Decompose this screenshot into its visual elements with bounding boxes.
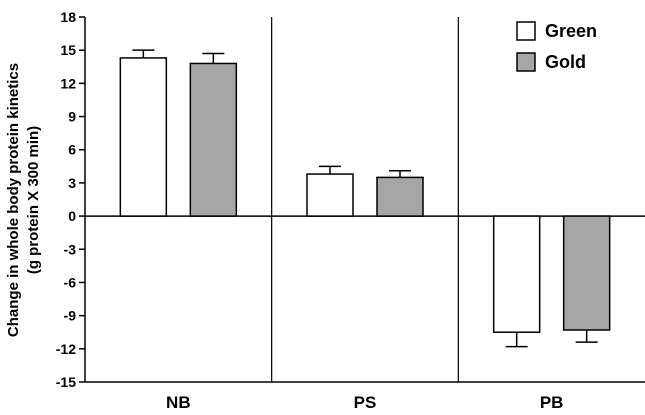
bar-gold-pb — [562, 215, 611, 331]
y-tick-label: 15 — [60, 42, 76, 58]
y-tick-label: -12 — [56, 341, 76, 357]
legend-label-gold: Gold — [545, 52, 586, 72]
y-tick-label: 3 — [68, 175, 76, 191]
legend-swatch-green — [516, 21, 536, 41]
bar-green-nb — [119, 57, 168, 217]
y-axis-label-line-2: (g protein X 300 min) — [25, 126, 42, 274]
bar-gold-ps — [376, 176, 424, 217]
y-tick-label: 6 — [68, 142, 76, 158]
y-tick-label: 0 — [68, 208, 76, 224]
legend-swatch-gold — [516, 52, 536, 72]
y-axis-label-line-1: Change in whole body protein kinetics — [5, 63, 22, 337]
y-tick-label: 9 — [68, 109, 76, 125]
x-category-label: PS — [354, 393, 377, 412]
x-category-label: NB — [166, 393, 191, 412]
y-tick-label: -6 — [64, 274, 77, 290]
bar-green-pb — [492, 215, 541, 333]
bar-green-ps — [306, 173, 354, 217]
legend-label-green: Green — [545, 21, 597, 41]
y-tick-label: 18 — [60, 9, 76, 25]
y-tick-label: -3 — [64, 241, 77, 257]
x-category-label: PB — [540, 393, 564, 412]
y-tick-label: -9 — [64, 308, 77, 324]
y-tick-label: 12 — [60, 75, 76, 91]
bar-gold-nb — [189, 62, 238, 217]
y-tick-label: -15 — [56, 374, 76, 390]
